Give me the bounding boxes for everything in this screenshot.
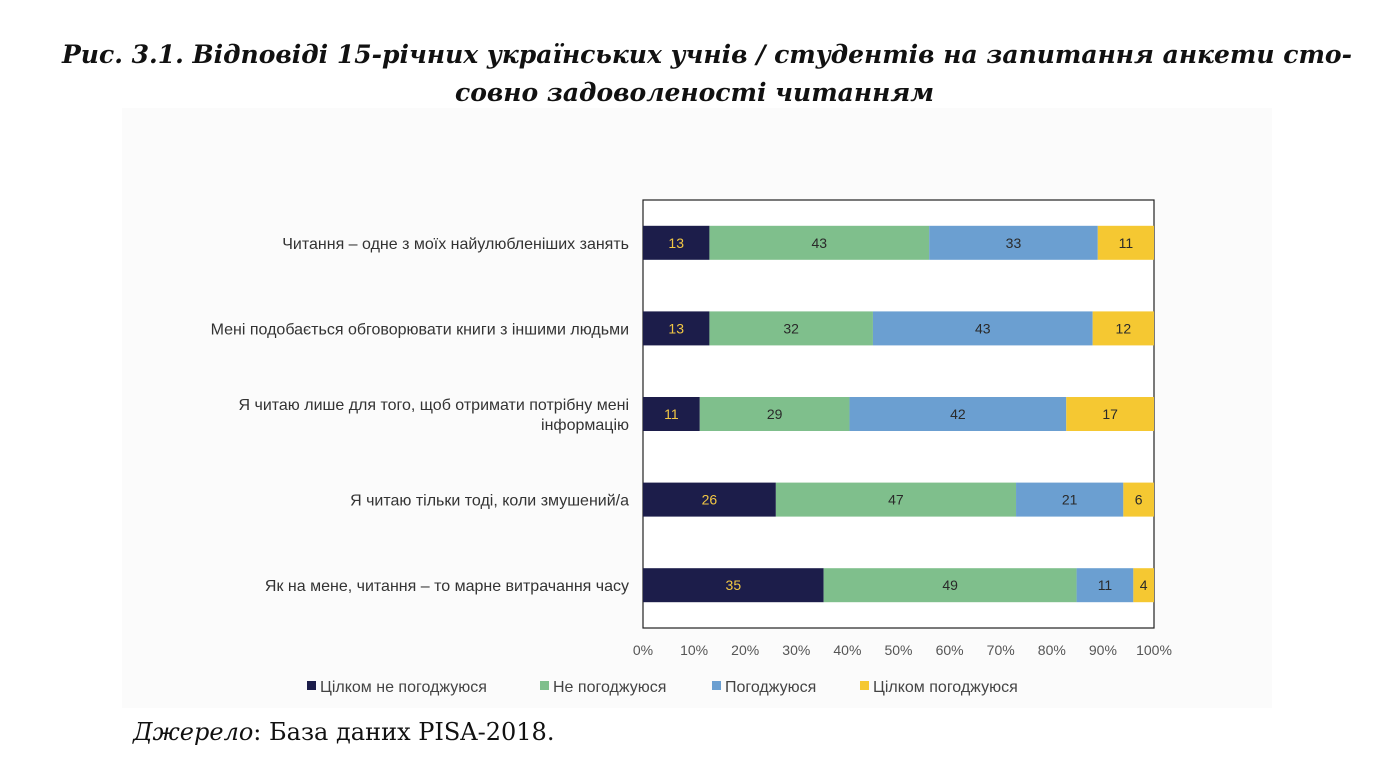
data-label: 13 — [668, 320, 684, 336]
category-label: Я читаю тільки тоді, коли змушений/а — [350, 493, 629, 510]
data-label: 13 — [668, 235, 684, 251]
data-label: 4 — [1140, 577, 1148, 593]
data-label: 29 — [767, 406, 783, 422]
data-label: 6 — [1135, 492, 1143, 508]
data-label: 43 — [975, 320, 991, 336]
x-tick-label: 30% — [782, 642, 810, 658]
data-label: 11 — [1098, 577, 1113, 593]
x-tick-label: 40% — [833, 642, 861, 658]
bar-segment — [1097, 225, 1154, 260]
data-label: 43 — [812, 235, 828, 251]
data-label: 49 — [942, 577, 958, 593]
legend-label: Цілком погоджуюся — [873, 679, 1018, 696]
caption-line-2: совно задоволеності читанням — [454, 78, 935, 107]
bar-segment — [823, 568, 1077, 603]
source-text: : База даних PISA-2018. — [253, 718, 555, 746]
caption-line-1: Рис. 3.1. Відповіді 15-річних українськи… — [62, 40, 1352, 69]
bar-segment — [709, 311, 873, 346]
data-label: 11 — [664, 406, 679, 422]
data-label: 12 — [1116, 320, 1132, 336]
x-tick-label: 60% — [936, 642, 964, 658]
bar-segment — [709, 225, 930, 260]
legend-label: Не погоджуюся — [553, 679, 666, 696]
category-label-line: Читання – одне з моїх найулюбленіших зан… — [282, 236, 629, 253]
x-tick-label: 90% — [1089, 642, 1117, 658]
x-tick-label: 80% — [1038, 642, 1066, 658]
bar-segment — [1133, 568, 1154, 603]
data-label: 35 — [726, 577, 742, 593]
source-label: Джерело — [133, 718, 254, 746]
x-tick-label: 20% — [731, 642, 759, 658]
legend-swatch — [540, 681, 549, 690]
category-label-line: інформацію — [541, 417, 629, 434]
data-label: 21 — [1062, 492, 1078, 508]
bar-segment — [872, 311, 1093, 346]
category-label-line: Я читаю лише для того, щоб отримати потр… — [238, 397, 629, 414]
bar-segment — [643, 482, 776, 517]
category-label-line: Мені подобається обговорювати книги з ін… — [211, 321, 629, 338]
category-label: Читання – одне з моїх найулюбленіших зан… — [282, 236, 629, 253]
data-label: 33 — [1006, 235, 1022, 251]
x-tick-label: 100% — [1136, 642, 1172, 658]
bar-segment — [849, 397, 1067, 431]
legend-swatch — [307, 681, 316, 690]
legend-swatch — [860, 681, 869, 690]
legend-label: Погоджуюся — [725, 679, 816, 696]
data-label: 26 — [702, 492, 718, 508]
data-label: 32 — [783, 320, 799, 336]
category-label: Як на мене, читання – то марне витрачанн… — [265, 578, 629, 595]
bar-segment — [643, 568, 824, 603]
x-tick-label: 50% — [884, 642, 912, 658]
bar-segment — [699, 397, 850, 431]
x-tick-label: 0% — [633, 642, 653, 658]
data-label: 47 — [888, 492, 904, 508]
category-label: Я читаю лише для того, щоб отримати потр… — [238, 397, 629, 434]
bar-segment — [643, 397, 700, 431]
bar-segment — [929, 225, 1098, 260]
category-label-line: Я читаю тільки тоді, коли змушений/а — [350, 493, 629, 510]
bar-segment — [643, 225, 710, 260]
x-tick-label: 10% — [680, 642, 708, 658]
bar-segment — [643, 311, 710, 346]
data-label: 11 — [1119, 235, 1134, 251]
x-tick-label: 70% — [987, 642, 1015, 658]
data-label: 42 — [950, 406, 966, 422]
legend-swatch — [712, 681, 721, 690]
category-label: Мені подобається обговорювати книги з ін… — [211, 321, 629, 338]
bar-segment — [1092, 311, 1154, 346]
bar-segment — [1066, 397, 1154, 431]
bar-segment — [1076, 568, 1134, 603]
data-label: 17 — [1102, 406, 1118, 422]
bar-segment — [775, 482, 1017, 517]
bar-segment — [1123, 482, 1154, 517]
category-label-line: Як на мене, читання – то марне витрачанн… — [265, 578, 629, 595]
bar-segment — [1016, 482, 1124, 517]
legend-label: Цілком не погоджуюся — [320, 679, 487, 696]
source-note: Джерело: База даних PISA-2018. — [133, 718, 554, 746]
